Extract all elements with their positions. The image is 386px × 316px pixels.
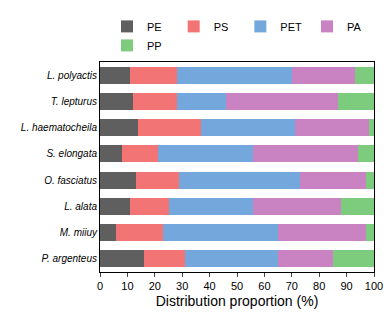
svg-text:20: 20 xyxy=(149,280,161,292)
svg-text:PE: PE xyxy=(147,21,162,33)
svg-text:80: 80 xyxy=(313,280,325,292)
svg-text:60: 60 xyxy=(258,280,270,292)
svg-text:70: 70 xyxy=(286,280,298,292)
svg-text:30: 30 xyxy=(176,280,188,292)
svg-text:L. haematocheila: L. haematocheila xyxy=(21,122,98,133)
svg-text:10: 10 xyxy=(121,280,133,292)
svg-text:L. polyactis: L. polyactis xyxy=(47,70,97,81)
svg-text:PA: PA xyxy=(347,21,362,33)
svg-text:Distribution proportion (%): Distribution proportion (%) xyxy=(156,293,319,309)
svg-text:PP: PP xyxy=(147,40,162,52)
svg-text:0: 0 xyxy=(97,280,103,292)
svg-text:M. miiuy: M. miiuy xyxy=(60,227,98,238)
svg-text:50: 50 xyxy=(231,280,243,292)
svg-text:S. elongata: S. elongata xyxy=(46,148,97,159)
svg-text:40: 40 xyxy=(203,280,215,292)
svg-text:O. fasciatus: O. fasciatus xyxy=(44,175,97,186)
svg-text:T. lepturus: T. lepturus xyxy=(51,96,97,107)
svg-text:PET: PET xyxy=(280,21,302,33)
svg-text:L. alata: L. alata xyxy=(64,201,97,212)
svg-text:PS: PS xyxy=(214,21,229,33)
svg-text:100: 100 xyxy=(365,280,383,292)
svg-text:P. argenteus: P. argenteus xyxy=(42,253,97,264)
svg-text:90: 90 xyxy=(340,280,352,292)
